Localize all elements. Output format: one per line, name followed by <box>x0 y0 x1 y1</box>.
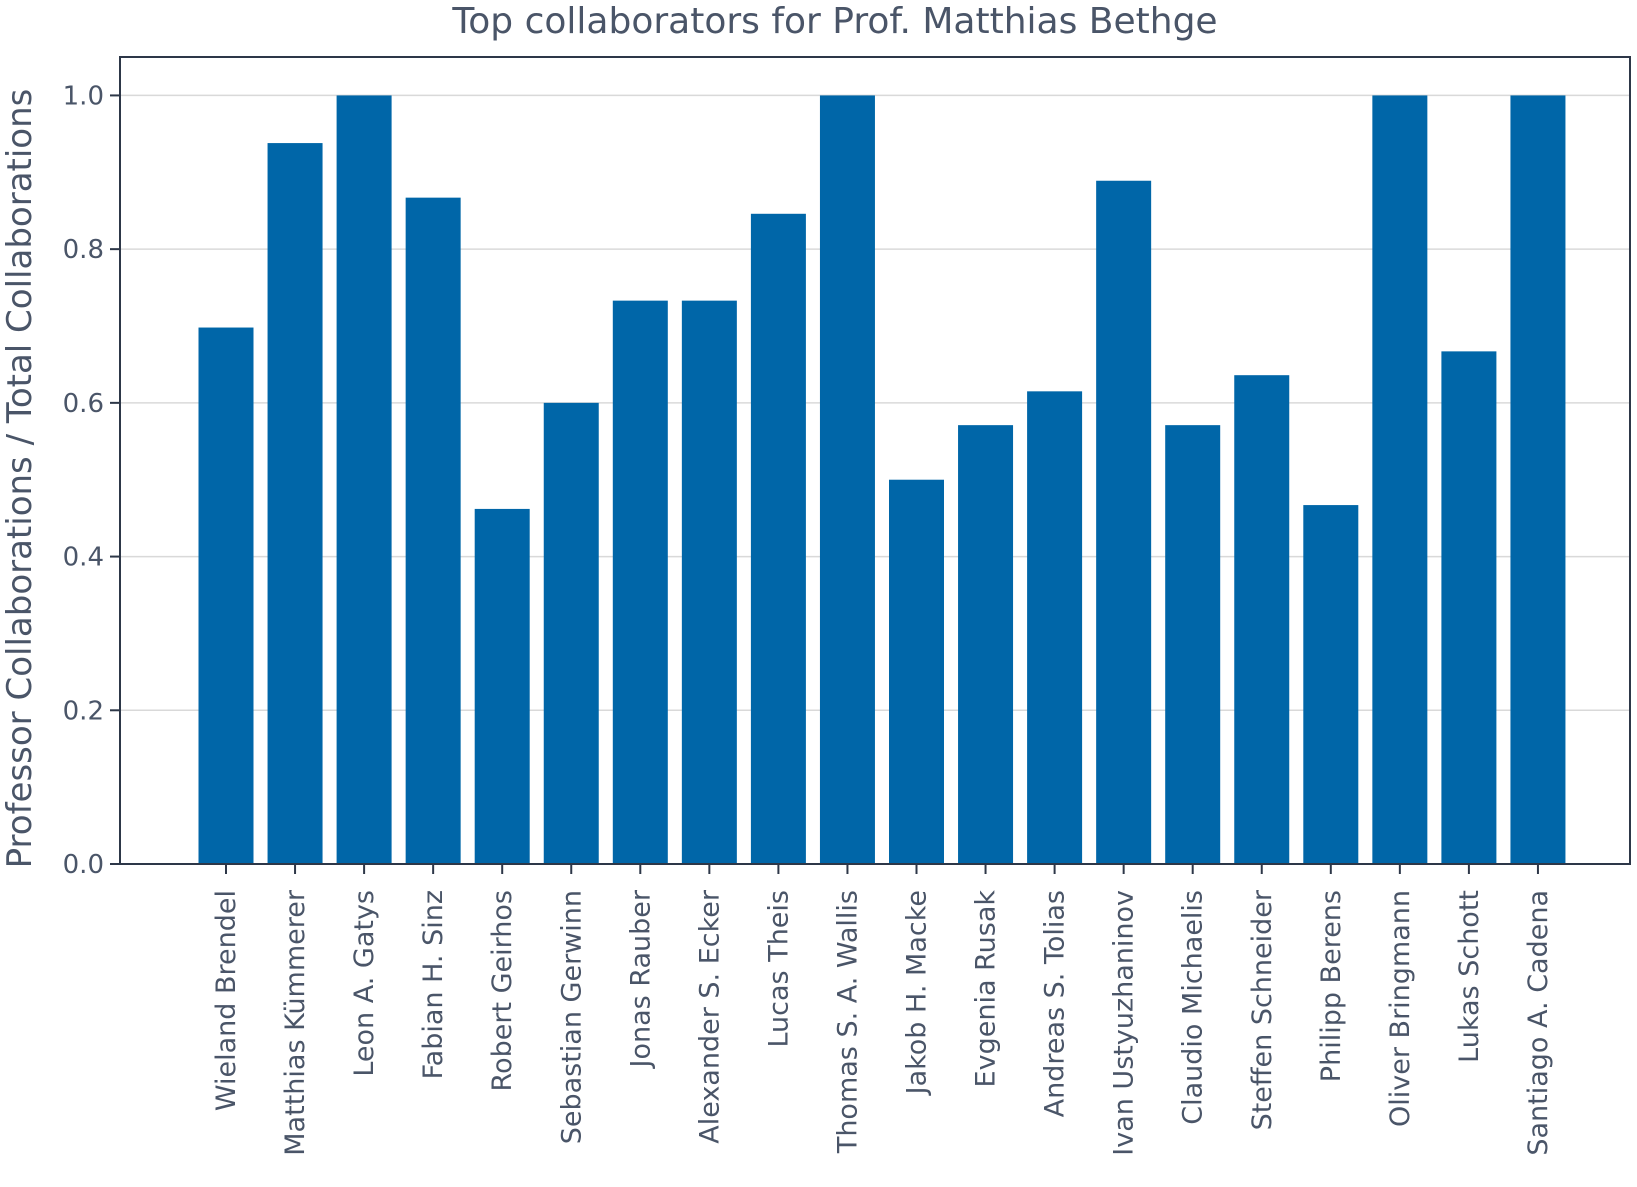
x-tick-label-18: Lukas Schott <box>1454 890 1485 1063</box>
y-tick-label-3: 0.6 <box>63 389 104 419</box>
bar-9 <box>819 95 875 864</box>
x-tick-label-16: Philipp Berens <box>1316 890 1347 1082</box>
x-axis-ticks: Wieland Brendel Matthias Kümmerer Leon A. … <box>211 864 1554 1156</box>
y-tick-label-4: 0.8 <box>63 235 104 265</box>
y-tick-label-1: 0.2 <box>63 696 104 726</box>
x-tick-label-5: Sebastian Gerwinn <box>556 890 587 1144</box>
bar-14 <box>1165 425 1221 864</box>
bar-4 <box>474 508 530 864</box>
bar-15 <box>1234 375 1290 864</box>
bar-2 <box>336 95 392 864</box>
bar-7 <box>681 300 737 864</box>
y-tick-label-0: 0.0 <box>63 850 104 880</box>
x-tick-label-0: Wieland Brendel <box>211 890 242 1111</box>
x-tick-label-6: Jonas Rauber <box>625 889 656 1069</box>
x-tick-label-14: Claudio Michaelis <box>1178 890 1209 1125</box>
x-tick-label-13: Ivan Ustyuzhaninov <box>1109 890 1140 1156</box>
x-tick-label-3: Fabian H. Sinz <box>418 890 449 1079</box>
bar-17 <box>1372 95 1428 864</box>
x-tick-label-10: Jakob H. Macke <box>902 890 933 1096</box>
x-tick-label-19: Santiago A. Cadena <box>1523 890 1554 1156</box>
y-tick-label-5: 1.0 <box>63 81 104 111</box>
bar-8 <box>750 213 806 864</box>
bar-1 <box>267 143 323 864</box>
x-tick-label-9: Thomas S. A. Wallis <box>832 890 863 1154</box>
chart-title: Top collaborators for Prof. Matthias Bet… <box>451 1 1217 42</box>
x-tick-label-2: Leon A. Gatys <box>349 890 380 1077</box>
bar-10 <box>889 479 944 864</box>
x-tick-label-15: Steffen Schneider <box>1247 889 1278 1130</box>
bar-11 <box>958 425 1014 864</box>
bar-3 <box>405 197 461 865</box>
bar-16 <box>1303 505 1359 864</box>
y-axis-label: Professor Collaborations / Total Collabo… <box>0 89 40 869</box>
bar-6 <box>612 300 668 864</box>
x-tick-label-4: Robert Geirhos <box>487 890 518 1091</box>
x-tick-label-8: Lucas Theis <box>763 890 794 1048</box>
plot-frame <box>119 56 1631 865</box>
bar-0 <box>198 327 254 865</box>
bar-19 <box>1510 95 1566 864</box>
y-tick-label-2: 0.4 <box>63 543 104 573</box>
y-axis-ticks: 0.0 0.2 0.4 0.6 0.8 1.0 <box>63 81 120 880</box>
bar-5 <box>543 402 599 864</box>
x-tick-label-7: Alexander S. Ecker <box>694 889 725 1144</box>
x-tick-label-17: Oliver Bringmann <box>1385 890 1416 1127</box>
x-tick-label-12: Andreas S. Tolias <box>1040 890 1071 1117</box>
bar-13 <box>1096 180 1152 865</box>
bar-12 <box>1027 391 1083 864</box>
bars <box>198 95 1566 865</box>
x-tick-label-11: Evgenia Rusak <box>971 890 1002 1088</box>
bar-18 <box>1441 351 1497 864</box>
x-tick-label-1: Matthias Kümmerer <box>280 889 311 1156</box>
